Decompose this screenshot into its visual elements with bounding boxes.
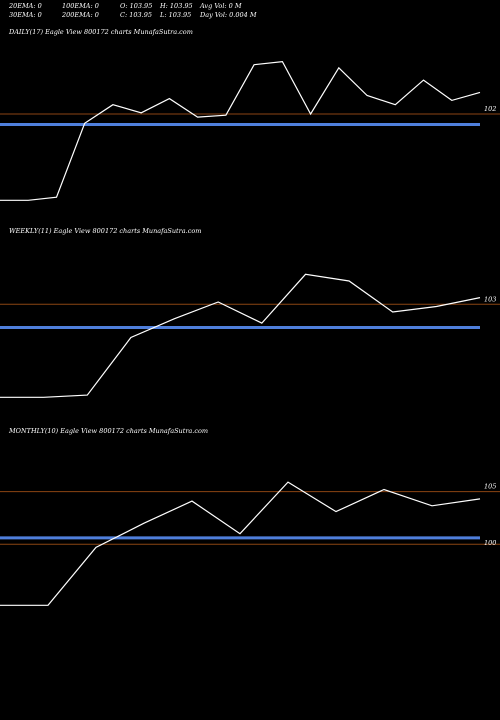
- open-stat: O: 103.95: [120, 2, 153, 10]
- level-label: 103: [484, 295, 496, 303]
- ema30-stat: 30EMA: 0: [9, 11, 42, 19]
- monthly-panel-title: MONTHLY(10) Eagle View 800172 charts Mun…: [9, 427, 209, 435]
- level-label: 102: [484, 105, 496, 113]
- weekly-panel-title: WEEKLY(11) Eagle View 800172 charts Muna…: [9, 227, 202, 235]
- weekly-chart: 103: [0, 273, 500, 398]
- avg-vol-stat: Avg Vol: 0 M: [200, 2, 242, 10]
- low-stat: L: 103.95: [160, 11, 192, 19]
- ema20-stat: 20EMA: 0: [9, 2, 42, 10]
- monthly-chart: 105 100: [0, 481, 500, 606]
- ema100-stat: 100EMA: 0: [62, 2, 99, 10]
- day-vol-stat: Day Vol: 0.004 M: [200, 11, 257, 19]
- daily-panel-title: DAILY(17) Eagle View 800172 charts Munaf…: [9, 28, 193, 36]
- level-label: 105: [484, 483, 496, 491]
- close-stat: C: 103.95: [120, 11, 152, 19]
- price-line: [0, 481, 481, 606]
- ema200-stat: 200EMA: 0: [62, 11, 99, 19]
- daily-chart: 102: [0, 60, 500, 201]
- price-line: [0, 273, 481, 398]
- high-stat: H: 103.95: [160, 2, 193, 10]
- price-line: [0, 60, 481, 201]
- level-label: 100: [484, 539, 496, 547]
